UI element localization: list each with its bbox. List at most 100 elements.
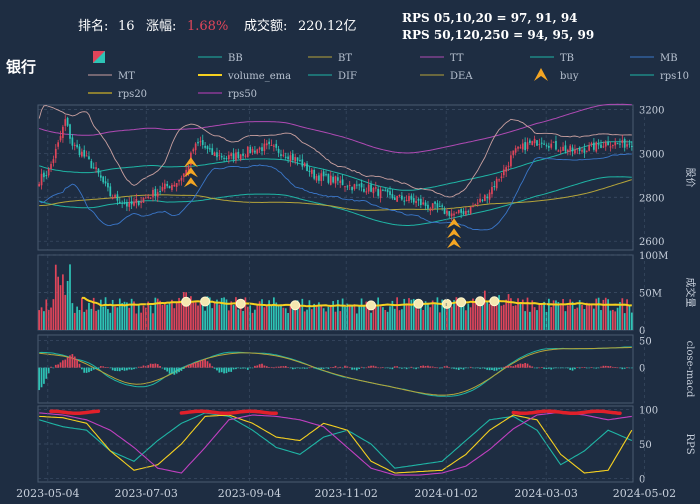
candle [166, 183, 169, 187]
volume-bar [479, 299, 481, 330]
macd-bar [263, 365, 266, 368]
volume-bar [524, 311, 526, 330]
candle [604, 142, 607, 147]
candle [78, 146, 81, 156]
volume-bar [628, 305, 631, 330]
volume-bar [619, 302, 621, 330]
candle [156, 192, 159, 197]
candle [249, 146, 252, 154]
candle [237, 151, 240, 159]
candle [611, 145, 614, 147]
volume-bar [95, 310, 97, 330]
candle [536, 140, 538, 146]
candle [493, 186, 496, 188]
candle [64, 119, 67, 126]
date-axis: 2023-05-04 2023-07-03 2023-09-04 2023-11-02… [16, 105, 676, 500]
macd-bar [351, 367, 353, 370]
macd-bar [339, 366, 342, 368]
macd-bar [126, 367, 128, 371]
macd-bar [173, 367, 176, 375]
candle [419, 198, 422, 206]
macd-bar [97, 367, 100, 369]
macd-bar [310, 367, 313, 368]
candle [109, 186, 112, 197]
candle [329, 175, 332, 185]
macd-bar [249, 367, 252, 369]
macd-bar [604, 365, 607, 368]
macd-bar [289, 367, 292, 369]
macd-bar [438, 367, 441, 369]
price-tick-label: 2800 [639, 193, 664, 204]
candle [140, 201, 142, 203]
volume-bar [491, 303, 493, 330]
macd-bar [519, 363, 522, 368]
candle [377, 188, 380, 196]
volume-signal-dot [366, 300, 377, 311]
volume-bar [52, 299, 55, 330]
macd-bar [130, 367, 133, 370]
volume-bar [474, 302, 477, 330]
macd-bar [52, 367, 55, 369]
candle [161, 187, 164, 191]
macd-bar [597, 367, 600, 369]
volume-bar [291, 307, 294, 330]
macd-bar [54, 364, 57, 368]
volume-bar [102, 306, 105, 330]
volume-bar [182, 292, 185, 330]
volume-bar [173, 308, 176, 330]
candle [559, 150, 562, 152]
macd-bar [118, 367, 121, 372]
candle [81, 151, 83, 157]
candle [194, 143, 197, 151]
candle [315, 175, 318, 181]
macd-bar [538, 367, 541, 369]
macd-bar [614, 367, 617, 368]
macd-bar [623, 367, 626, 369]
volume-bar [355, 313, 358, 330]
macd-bar [114, 367, 116, 371]
volume-bar [71, 303, 74, 330]
macd-bar [180, 367, 183, 371]
volume-bar [607, 299, 609, 330]
legend-label: MB [660, 53, 678, 64]
price-tick-label: 3000 [639, 149, 664, 160]
volume-bar [104, 297, 107, 330]
volume-bar [382, 307, 384, 330]
candle [450, 213, 453, 217]
candle [424, 202, 427, 206]
volume-bar [448, 308, 451, 330]
candle [235, 152, 237, 161]
volume-bar [555, 300, 557, 330]
macd-bar [69, 355, 71, 368]
volume-bar [626, 299, 628, 330]
candle [602, 146, 605, 148]
macd-bar [265, 366, 268, 368]
rps10-line [39, 412, 633, 469]
bt-line [39, 179, 632, 211]
macd-bar [38, 367, 41, 391]
candle [486, 196, 489, 199]
macd-bar [254, 365, 256, 368]
macd-bar [488, 367, 491, 371]
candle [230, 153, 233, 157]
legend-buy-marker [534, 68, 548, 81]
candle [339, 180, 342, 183]
macd-bar [422, 365, 425, 368]
macd-bar [585, 367, 588, 369]
candle [135, 198, 138, 204]
candle [268, 141, 270, 145]
volume-bar [590, 303, 593, 330]
candle [206, 146, 209, 149]
candle [289, 155, 292, 162]
volume-bar [270, 305, 273, 330]
macd-bar [216, 367, 218, 371]
macd-bar [206, 361, 209, 368]
volume-bar [469, 307, 472, 330]
candle [277, 148, 280, 153]
candle [455, 212, 458, 214]
macd-bar [182, 367, 185, 369]
volume-bar [571, 301, 574, 330]
volume-bar [521, 299, 524, 330]
candle [301, 159, 304, 167]
volume-bar [434, 304, 436, 330]
